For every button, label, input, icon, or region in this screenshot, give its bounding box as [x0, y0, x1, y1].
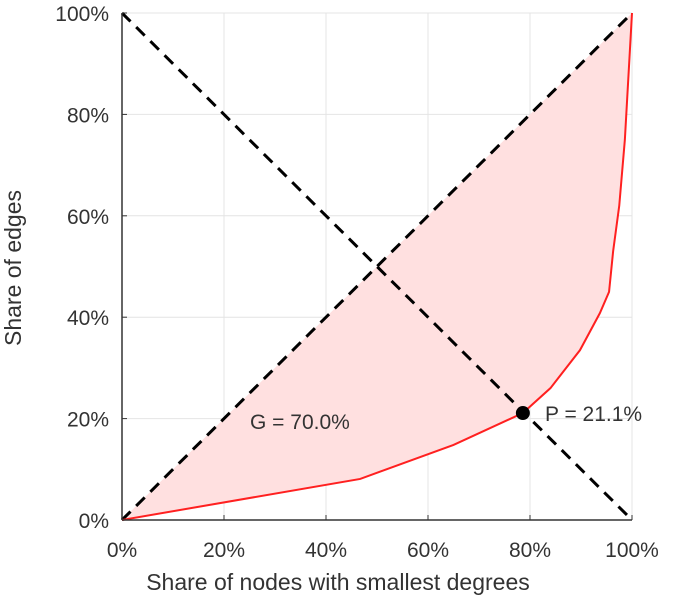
y-tick-label: 100%	[55, 3, 109, 26]
x-tick-label: 100%	[605, 539, 659, 562]
ticks: 0% 0% 20% 20% 40% 40% 60% 60% 80% 80% 100% 100%	[55, 3, 659, 562]
y-tick-label: 0%	[79, 510, 109, 533]
lorenz-curve	[121, 12, 633, 521]
point-marker	[515, 406, 530, 421]
x-tick-label: 0%	[107, 539, 137, 562]
x-tick-label: 60%	[407, 539, 449, 562]
gini-annotation: G = 70.0%	[250, 411, 350, 434]
y-tick-label: 60%	[67, 206, 109, 229]
y-axis-label: Share of edges	[0, 190, 26, 346]
point-annotation: P = 21.1%	[545, 403, 642, 426]
y-tick-label: 40%	[67, 307, 109, 330]
y-tick-label: 80%	[67, 104, 109, 127]
x-tick-label: 80%	[509, 539, 551, 562]
x-axis-label: Share of nodes with smallest degrees	[146, 569, 530, 595]
x-tick-label: 20%	[203, 539, 245, 562]
gini-area	[122, 13, 632, 520]
y-tick-label: 20%	[67, 409, 109, 432]
x-tick-label: 40%	[305, 539, 347, 562]
